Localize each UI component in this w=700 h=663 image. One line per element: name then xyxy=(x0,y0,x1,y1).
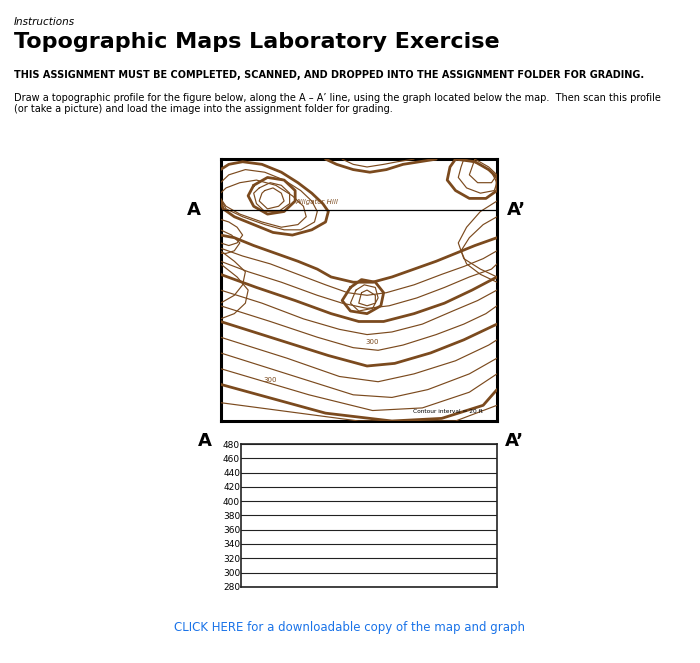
Text: Draw a topographic profile for the figure below, along the A – A’ line, using th: Draw a topographic profile for the figur… xyxy=(14,93,661,115)
Text: Contour interval = 20 ft: Contour interval = 20 ft xyxy=(413,409,483,414)
Text: THIS ASSIGNMENT MUST BE COMPLETED, SCANNED, AND DROPPED INTO THE ASSIGNMENT FOLD: THIS ASSIGNMENT MUST BE COMPLETED, SCANN… xyxy=(14,70,644,80)
Text: Instructions: Instructions xyxy=(14,17,75,27)
Text: 300: 300 xyxy=(366,339,379,345)
Text: Topographic Maps Laboratory Exercise: Topographic Maps Laboratory Exercise xyxy=(14,32,500,52)
Text: Alligator Hill: Alligator Hill xyxy=(296,200,339,206)
Text: A’: A’ xyxy=(507,201,526,219)
Text: A’: A’ xyxy=(505,432,524,450)
Text: A: A xyxy=(198,432,212,450)
Text: 300: 300 xyxy=(263,377,277,383)
Text: CLICK HERE for a downloadable copy of the map and graph: CLICK HERE for a downloadable copy of th… xyxy=(174,621,526,634)
Text: A: A xyxy=(187,201,201,219)
